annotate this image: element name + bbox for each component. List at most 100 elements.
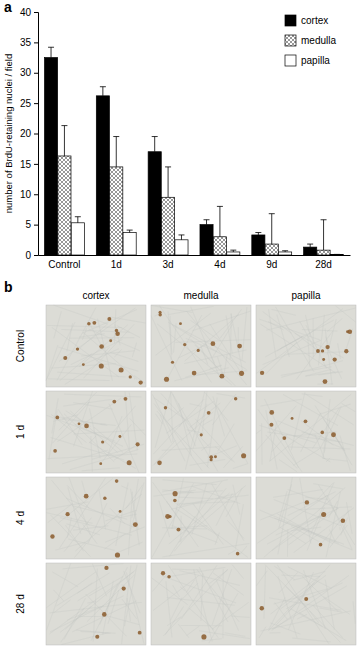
tissue-texture — [268, 582, 314, 631]
tissue-texture — [278, 576, 297, 638]
tissue-texture — [264, 487, 346, 557]
stained-nucleus — [84, 424, 89, 429]
micrograph — [151, 305, 251, 387]
error-bar — [127, 230, 133, 232]
stained-nucleus — [157, 461, 162, 466]
tissue-texture — [107, 616, 140, 625]
micrograph — [256, 305, 356, 387]
panel-label: b — [4, 279, 13, 295]
y-tick: 20 — [20, 128, 38, 139]
tissue-texture — [74, 506, 127, 519]
stained-nucleus — [103, 497, 106, 500]
error-bar — [230, 250, 236, 252]
tissue-texture — [60, 570, 135, 632]
x-tick: 4d — [214, 255, 225, 270]
tissue-texture — [318, 315, 324, 365]
stained-nucleus — [316, 349, 320, 353]
y-tick-mark — [34, 42, 38, 43]
stained-nucleus — [192, 371, 197, 376]
tissue-texture — [58, 347, 138, 371]
tissue-texture — [51, 364, 116, 369]
stained-nucleus — [269, 423, 273, 427]
error-bar — [113, 137, 119, 167]
tissue-texture — [165, 606, 183, 634]
tissue-texture — [73, 526, 108, 530]
stained-nucleus — [200, 433, 203, 436]
stained-nucleus — [161, 571, 165, 575]
tissue-texture — [62, 419, 116, 425]
tissue-texture — [305, 394, 353, 425]
tissue-texture — [173, 323, 176, 352]
stained-nucleus — [50, 534, 54, 538]
tissue-texture — [327, 495, 352, 549]
micrograph-background — [151, 391, 251, 473]
legend-item: papilla — [285, 55, 330, 66]
tissue-texture — [105, 534, 126, 549]
tissue-texture — [227, 520, 243, 538]
error-bar — [269, 214, 275, 244]
stained-nucleus — [87, 322, 91, 326]
tissue-texture — [190, 459, 226, 465]
tissue-texture — [210, 365, 221, 369]
tissue-texture — [277, 565, 329, 644]
tissue-texture — [340, 436, 350, 471]
stained-nucleus — [331, 432, 336, 437]
stained-nucleus — [197, 349, 200, 352]
tissue-texture — [294, 508, 354, 553]
tissue-texture — [302, 432, 354, 446]
tissue-texture — [339, 527, 340, 530]
tissue-texture — [72, 601, 136, 632]
tissue-texture — [313, 318, 314, 357]
tissue-texture — [239, 546, 247, 556]
tissue-texture — [152, 578, 188, 605]
error-bar — [282, 251, 288, 252]
tissue-texture — [185, 391, 204, 469]
tissue-texture — [302, 330, 337, 332]
tissue-texture — [174, 488, 226, 551]
tissue-texture — [132, 343, 136, 358]
tissue-texture — [269, 394, 351, 461]
stained-nucleus — [260, 371, 264, 375]
tissue-texture — [176, 509, 219, 536]
stained-nucleus — [82, 363, 85, 366]
tissue-texture — [277, 315, 289, 357]
legend-item: medulla — [285, 35, 336, 46]
column-header: papilla — [292, 290, 321, 301]
tissue-texture — [52, 327, 119, 377]
error-bar — [334, 254, 340, 255]
error-bar — [75, 217, 81, 223]
tissue-texture — [293, 449, 319, 465]
tissue-texture — [99, 490, 105, 529]
tissue-texture — [266, 410, 277, 469]
tissue-texture — [215, 533, 219, 545]
tissue-texture — [256, 430, 261, 434]
tissue-texture — [124, 571, 140, 613]
tissue-texture — [174, 368, 228, 381]
error-bar — [255, 233, 261, 235]
tissue-texture — [47, 325, 122, 327]
bar — [148, 152, 161, 255]
tissue-texture — [185, 315, 239, 361]
stained-nucleus — [239, 371, 244, 376]
tissue-texture — [101, 424, 106, 425]
bar — [252, 235, 265, 255]
tissue-texture — [134, 511, 139, 545]
micrograph-background — [46, 391, 146, 473]
stained-nucleus — [348, 329, 353, 334]
tissue-texture — [132, 479, 138, 518]
tissue-texture — [64, 598, 85, 639]
stained-nucleus — [260, 606, 264, 610]
stained-nucleus — [99, 364, 104, 369]
stained-nucleus — [305, 500, 309, 504]
tissue-texture — [46, 563, 70, 630]
tissue-texture — [306, 325, 326, 368]
y-tick-label: 25 — [20, 98, 32, 109]
tissue-texture — [217, 406, 247, 463]
tissue-texture — [114, 446, 135, 460]
stained-nucleus — [53, 449, 57, 453]
stained-nucleus — [164, 406, 167, 409]
plot-area — [44, 47, 343, 255]
y-tick: 25 — [20, 98, 38, 109]
tissue-texture — [87, 601, 96, 602]
micrograph — [46, 563, 146, 645]
